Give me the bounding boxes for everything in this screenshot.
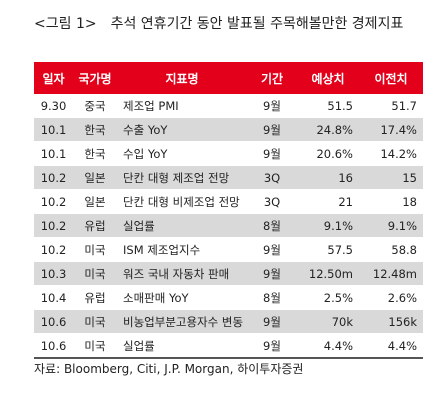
cell-date: 10.1: [34, 141, 73, 166]
header-previous: 이전치: [359, 62, 423, 94]
cell-forecast: 9.1%: [297, 213, 359, 238]
cell-indicator: 제조업 PMI: [117, 94, 247, 118]
cell-date: 10.3: [34, 261, 73, 286]
table-row: 10.3 미국 워즈 국내 자동차 판매 9월 12.50m 12.48m: [34, 261, 423, 286]
cell-country: 한국: [73, 117, 117, 142]
table-row: 10.4 유럽 소매판매 YoY 8월 2.5% 2.6%: [34, 285, 423, 310]
cell-country: 일본: [73, 165, 117, 190]
cell-period: 8월: [247, 285, 297, 310]
cell-date: 10.2: [34, 237, 73, 262]
cell-country: 중국: [73, 94, 117, 118]
cell-indicator: 소매판매 YoY: [117, 285, 247, 310]
header-indicator: 지표명: [117, 62, 247, 94]
cell-country: 미국: [73, 309, 117, 334]
figure-title: 추석 연휴기간 동안 발표될 주목해볼만한 경제지표: [110, 16, 404, 32]
indicator-table-container: 일자 국가명 지표명 기간 예상치 이전치 9.30 중국 제조업 PMI 9월…: [34, 62, 423, 359]
cell-period: 9월: [247, 117, 297, 142]
cell-indicator: 수입 YoY: [117, 141, 247, 166]
cell-period: 3Q: [247, 165, 297, 190]
table-row: 9.30 중국 제조업 PMI 9월 51.5 51.7: [34, 94, 423, 118]
cell-period: 9월: [247, 237, 297, 262]
cell-country: 일본: [73, 189, 117, 214]
header-forecast: 예상치: [297, 62, 359, 94]
figure-label: <그림 1>: [34, 16, 97, 32]
cell-country: 미국: [73, 237, 117, 262]
cell-indicator: 단칸 대형 제조업 전망: [117, 165, 247, 190]
cell-country: 미국: [73, 261, 117, 286]
cell-period: 8월: [247, 213, 297, 238]
cell-previous: 18: [359, 189, 423, 214]
cell-period: 3Q: [247, 189, 297, 214]
cell-forecast: 51.5: [297, 94, 359, 118]
cell-date: 10.6: [34, 309, 73, 334]
cell-period: 9월: [247, 261, 297, 286]
cell-country: 미국: [73, 333, 117, 359]
cell-indicator: 실업률: [117, 333, 247, 359]
cell-forecast: 57.5: [297, 237, 359, 262]
cell-date: 10.4: [34, 285, 73, 310]
cell-forecast: 21: [297, 189, 359, 214]
cell-indicator: 단칸 대형 비제조업 전망: [117, 189, 247, 214]
cell-previous: 2.6%: [359, 285, 423, 310]
table-row: 10.1 한국 수출 YoY 9월 24.8% 17.4%: [34, 117, 423, 142]
header-date: 일자: [34, 62, 73, 94]
cell-previous: 51.7: [359, 94, 423, 118]
cell-date: 10.2: [34, 213, 73, 238]
cell-date: 10.2: [34, 189, 73, 214]
cell-country: 유럽: [73, 285, 117, 310]
table-header-row: 일자 국가명 지표명 기간 예상치 이전치: [34, 62, 423, 94]
source-note: 자료: Bloomberg, Citi, J.P. Morgan, 하이투자증권: [34, 362, 304, 376]
cell-forecast: 16: [297, 165, 359, 190]
cell-previous: 156k: [359, 309, 423, 334]
table-row: 10.2 일본 단칸 대형 비제조업 전망 3Q 21 18: [34, 189, 423, 214]
cell-period: 9월: [247, 94, 297, 118]
cell-date: 10.2: [34, 165, 73, 190]
cell-previous: 12.48m: [359, 261, 423, 286]
figure-caption: <그림 1> 추석 연휴기간 동안 발표될 주목해볼만한 경제지표: [34, 14, 426, 35]
cell-date: 10.1: [34, 117, 73, 142]
cell-forecast: 2.5%: [297, 285, 359, 310]
cell-country: 유럽: [73, 213, 117, 238]
cell-forecast: 4.4%: [297, 333, 359, 359]
cell-period: 9월: [247, 141, 297, 166]
cell-indicator: 수출 YoY: [117, 117, 247, 142]
cell-period: 9월: [247, 333, 297, 359]
cell-indicator: ISM 제조업지수: [117, 237, 247, 262]
cell-previous: 4.4%: [359, 333, 423, 359]
table-row: 10.6 미국 비농업부분고용자수 변동 9월 70k 156k: [34, 309, 423, 334]
cell-previous: 14.2%: [359, 141, 423, 166]
table-row: 10.2 유럽 실업률 8월 9.1% 9.1%: [34, 213, 423, 238]
table-row: 10.2 일본 단칸 대형 제조업 전망 3Q 16 15: [34, 165, 423, 190]
cell-forecast: 70k: [297, 309, 359, 334]
header-country: 국가명: [73, 62, 117, 94]
table-row: 10.6 미국 실업률 9월 4.4% 4.4%: [34, 333, 423, 359]
cell-date: 10.6: [34, 333, 73, 359]
cell-indicator: 비농업부분고용자수 변동: [117, 309, 247, 334]
header-period: 기간: [247, 62, 297, 94]
cell-previous: 15: [359, 165, 423, 190]
cell-previous: 9.1%: [359, 213, 423, 238]
cell-country: 한국: [73, 141, 117, 166]
cell-indicator: 실업률: [117, 213, 247, 238]
cell-period: 9월: [247, 309, 297, 334]
cell-forecast: 24.8%: [297, 117, 359, 142]
cell-forecast: 20.6%: [297, 141, 359, 166]
cell-previous: 58.8: [359, 237, 423, 262]
economic-indicator-table: 일자 국가명 지표명 기간 예상치 이전치 9.30 중국 제조업 PMI 9월…: [34, 62, 423, 359]
cell-date: 9.30: [34, 94, 73, 118]
cell-previous: 17.4%: [359, 117, 423, 142]
cell-indicator: 워즈 국내 자동차 판매: [117, 261, 247, 286]
cell-forecast: 12.50m: [297, 261, 359, 286]
table-row: 10.2 미국 ISM 제조업지수 9월 57.5 58.8: [34, 237, 423, 262]
table-row: 10.1 한국 수입 YoY 9월 20.6% 14.2%: [34, 141, 423, 166]
